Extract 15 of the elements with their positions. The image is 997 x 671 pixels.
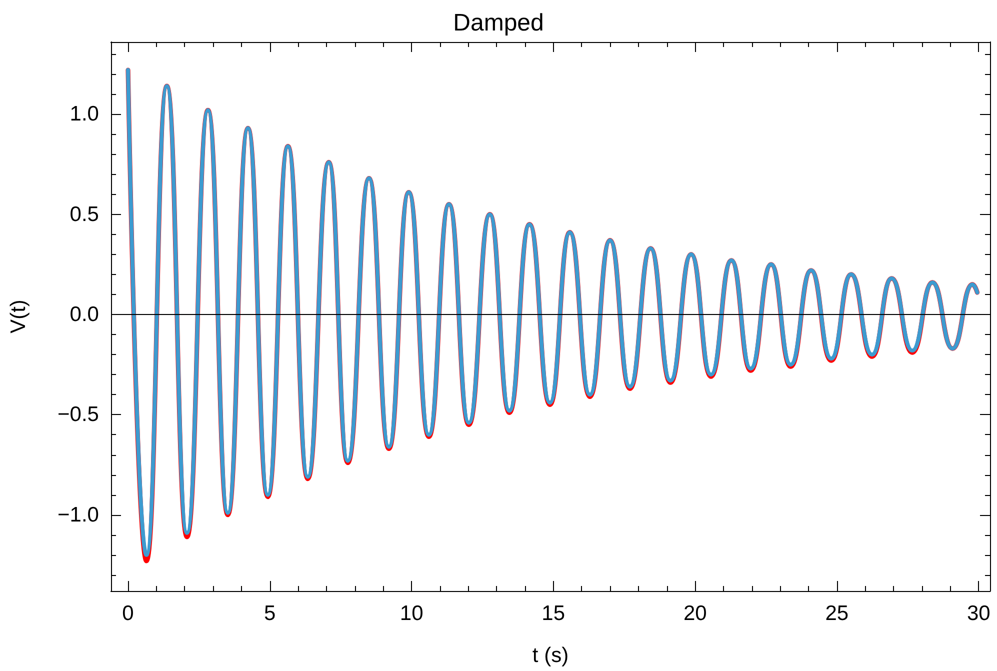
y-tick-label: 0.0 — [70, 302, 99, 326]
x-tick-label: 10 — [400, 602, 424, 625]
x-tick-label: 20 — [683, 602, 707, 625]
y-tick-label: 1.0 — [70, 102, 99, 126]
chart-title: Damped — [453, 10, 544, 36]
x-tick-label: 5 — [264, 602, 276, 625]
y-axis-title: V(t) — [7, 300, 30, 334]
x-tick-label: 25 — [825, 602, 849, 625]
x-tick-label: 30 — [966, 602, 990, 625]
x-tick-label: 15 — [542, 602, 566, 625]
x-tick-label: 0 — [122, 602, 134, 625]
x-axis-title: t (s) — [532, 644, 569, 667]
y-tick-label: −0.5 — [58, 403, 99, 426]
y-tick-label: 0.5 — [70, 202, 99, 226]
y-tick-label: −1.0 — [58, 503, 99, 526]
